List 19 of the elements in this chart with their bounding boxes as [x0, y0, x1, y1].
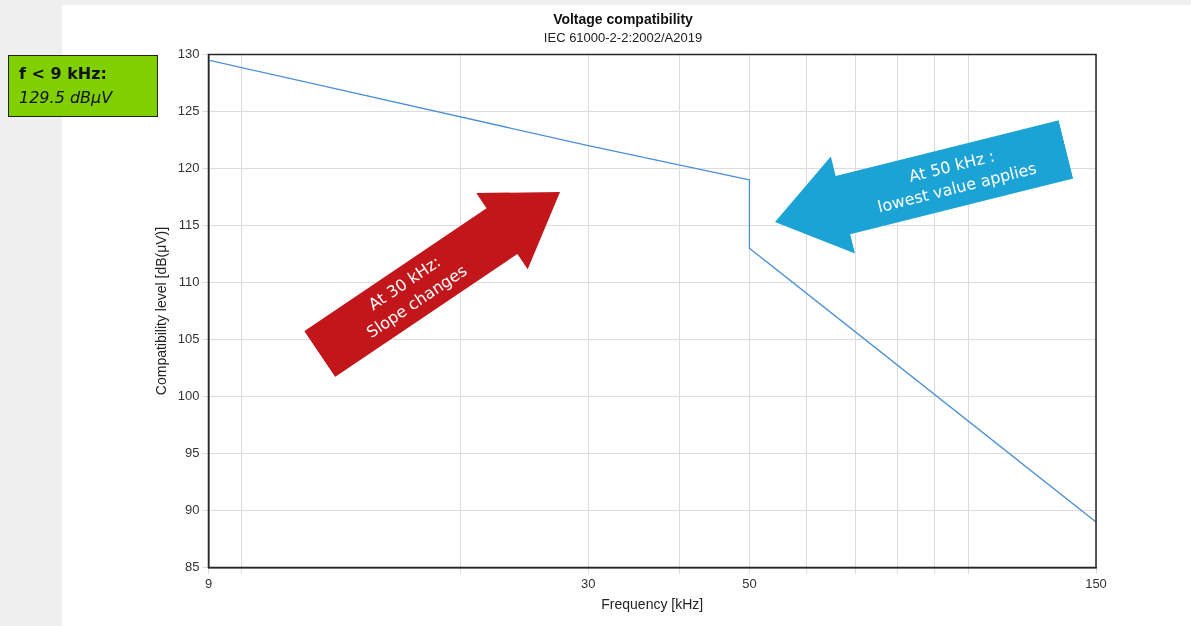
- y-tick-label: 95: [185, 445, 200, 461]
- y-tick-label: 120: [177, 160, 200, 176]
- y-tick-label: 110: [178, 274, 200, 290]
- x-tick-label: 30: [581, 575, 596, 591]
- y-tick-label: 100: [177, 388, 200, 404]
- y-tick-label: 85: [185, 559, 200, 575]
- y-tick-label: 90: [185, 502, 200, 518]
- x-axis-title: Frequency [kHz]: [601, 596, 704, 613]
- y-axis-title: Compatibility level [dB(μV)]: [153, 226, 170, 396]
- y-tick-label: 105: [177, 331, 200, 347]
- chart-subtitle: IEC 61000-2-2:2002/A2019: [543, 30, 703, 46]
- x-tick-label: 50: [742, 575, 757, 591]
- y-tick-label: 125: [177, 103, 200, 118]
- x-tick-label: 150: [1085, 575, 1107, 591]
- y-tick-label: 115: [178, 217, 200, 233]
- y-tick-label: 130: [177, 45, 200, 61]
- note-box: f < 9 kHz: 129.5 dBμV: [8, 55, 158, 117]
- x-tick-label: 9: [204, 575, 213, 591]
- chart-title: Voltage compatibility: [553, 11, 694, 28]
